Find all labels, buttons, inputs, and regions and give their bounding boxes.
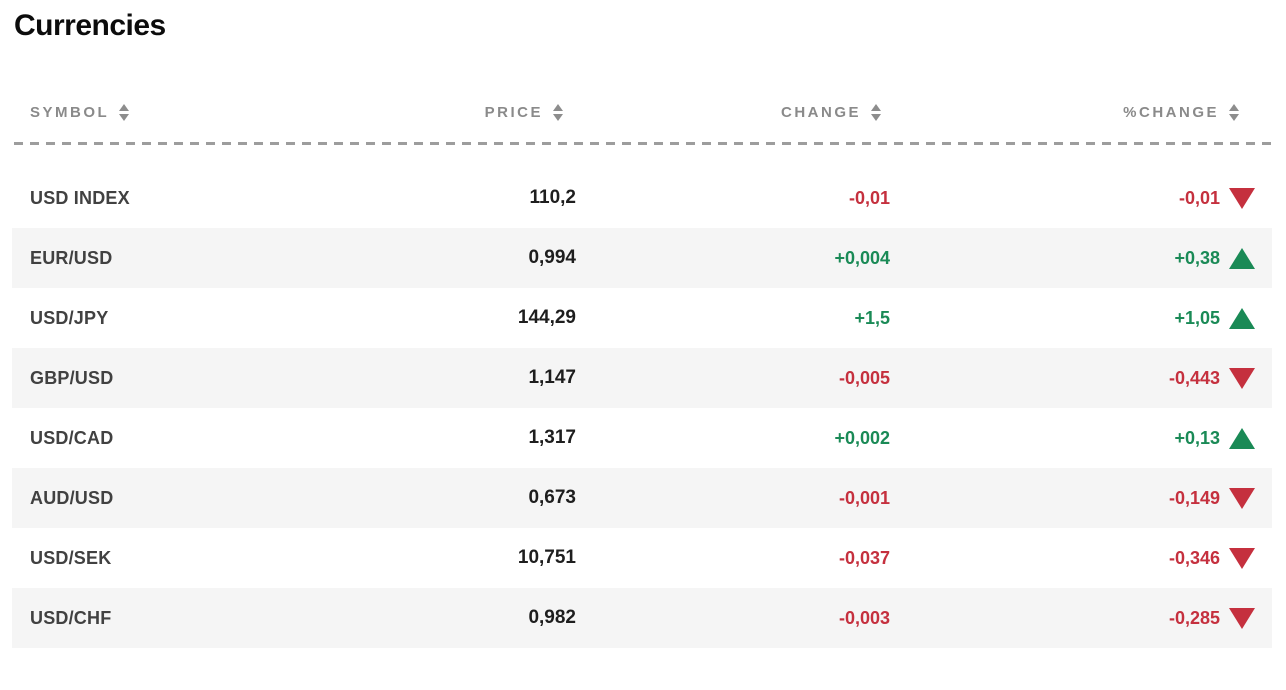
table-body: USD INDEX 110,2 -0,01 -0,01 EUR/USD 0,99… <box>0 168 1286 648</box>
change-cell: -0,037 <box>838 547 890 568</box>
change-cell: +0,002 <box>834 427 890 448</box>
column-header-change-label: CHANGE <box>780 103 861 121</box>
table-row[interactable]: USD/CHF 0,982 -0,003 -0,285 <box>0 588 1286 648</box>
column-header-symbol-label: SYMBOL <box>30 103 110 121</box>
sort-arrows-icon <box>553 103 563 121</box>
price-cell: 1,317 <box>528 427 576 448</box>
symbol-cell: USD/SEK <box>30 547 112 568</box>
percent-change-cell: -0,443 <box>890 367 1255 389</box>
percent-change-value: -0,443 <box>1168 367 1220 388</box>
percent-change-value: -0,149 <box>1168 487 1220 508</box>
change-cell: -0,001 <box>838 487 890 508</box>
price-cell: 0,673 <box>528 487 576 508</box>
change-cell: -0,01 <box>848 187 890 208</box>
price-cell: 110,2 <box>529 187 577 208</box>
percent-change-value: +1,05 <box>1174 307 1220 328</box>
triangle-down-icon <box>1229 187 1255 209</box>
table-row[interactable]: USD/CAD 1,317 +0,002 +0,13 <box>0 408 1286 468</box>
sort-arrows-icon <box>1229 103 1239 121</box>
table-row[interactable]: EUR/USD 0,994 +0,004 +0,38 <box>0 228 1286 288</box>
price-cell: 144,29 <box>517 307 576 328</box>
table-row[interactable]: GBP/USD 1,147 -0,005 -0,443 <box>0 348 1286 408</box>
price-cell: 1,147 <box>528 367 576 388</box>
sort-arrows-icon <box>871 103 881 121</box>
symbol-cell: EUR/USD <box>30 247 113 268</box>
triangle-down-icon <box>1229 487 1255 509</box>
change-cell: +0,004 <box>834 247 890 268</box>
percent-change-cell: +0,38 <box>890 247 1255 269</box>
percent-change-cell: +1,05 <box>890 307 1255 329</box>
percent-change-value: -0,01 <box>1178 187 1220 208</box>
price-cell: 10,751 <box>517 547 576 568</box>
table-row[interactable]: USD/SEK 10,751 -0,037 -0,346 <box>0 528 1286 588</box>
table-row[interactable]: USD/JPY 144,29 +1,5 +1,05 <box>0 288 1286 348</box>
symbol-cell: USD/CAD <box>30 427 114 448</box>
symbol-cell: USD/JPY <box>30 307 109 328</box>
triangle-down-icon <box>1229 547 1255 569</box>
percent-change-cell: -0,149 <box>890 487 1255 509</box>
symbol-cell: USD/CHF <box>30 607 112 628</box>
currencies-table: SYMBOL PRICE CHANGE %CHANGE USD INDEX 11… <box>0 94 1286 648</box>
change-cell: +1,5 <box>854 307 890 328</box>
column-header-price[interactable]: PRICE <box>376 103 576 121</box>
header-divider <box>14 142 1272 145</box>
table-row[interactable]: USD INDEX 110,2 -0,01 -0,01 <box>0 168 1286 228</box>
triangle-up-icon <box>1229 427 1255 449</box>
triangle-up-icon <box>1229 247 1255 269</box>
price-cell: 0,982 <box>528 607 576 628</box>
triangle-down-icon <box>1229 367 1255 389</box>
column-header-symbol[interactable]: SYMBOL <box>30 103 376 121</box>
percent-change-value: -0,346 <box>1168 547 1220 568</box>
symbol-cell: USD INDEX <box>30 187 130 208</box>
column-header-percent-change-label: %CHANGE <box>1123 103 1219 121</box>
column-header-price-label: PRICE <box>484 103 543 121</box>
percent-change-cell: -0,285 <box>890 607 1255 629</box>
table-row[interactable]: AUD/USD 0,673 -0,001 -0,149 <box>0 468 1286 528</box>
column-header-change[interactable]: CHANGE <box>576 103 890 121</box>
change-cell: -0,003 <box>838 607 890 628</box>
price-cell: 0,994 <box>528 247 576 268</box>
sort-arrows-icon <box>119 103 130 121</box>
column-header-percent-change[interactable]: %CHANGE <box>890 103 1255 121</box>
symbol-cell: AUD/USD <box>30 487 114 508</box>
page-title: Currencies <box>14 9 166 42</box>
change-cell: -0,005 <box>838 367 890 388</box>
percent-change-cell: -0,01 <box>890 187 1255 209</box>
table-header-row: SYMBOL PRICE CHANGE %CHANGE <box>12 94 1272 130</box>
percent-change-value: +0,13 <box>1174 427 1220 448</box>
percent-change-value: -0,285 <box>1168 607 1220 628</box>
percent-change-value: +0,38 <box>1174 247 1220 268</box>
percent-change-cell: -0,346 <box>890 547 1255 569</box>
percent-change-cell: +0,13 <box>890 427 1255 449</box>
triangle-down-icon <box>1229 607 1255 629</box>
triangle-up-icon <box>1229 307 1255 329</box>
symbol-cell: GBP/USD <box>30 367 114 388</box>
